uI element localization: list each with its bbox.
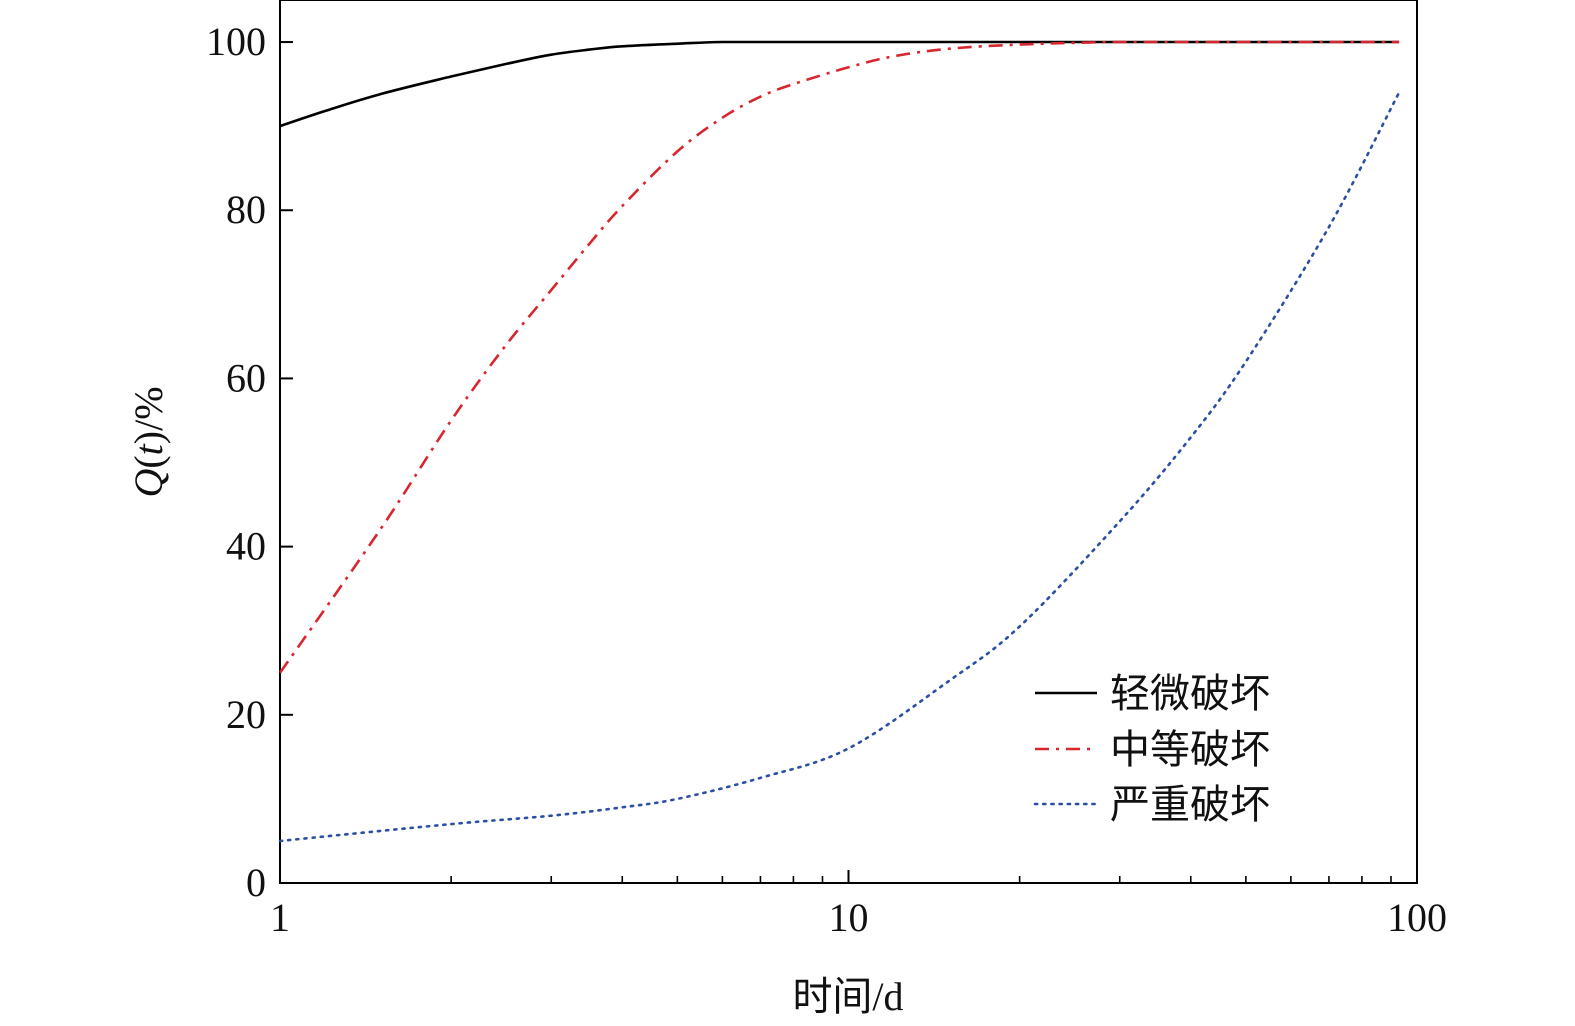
- series-line-3: [278, 91, 1401, 843]
- y-tick-label: 40: [226, 524, 266, 569]
- y-tick-label: 60: [226, 355, 266, 400]
- x-tick-label: 10: [829, 895, 869, 940]
- legend-label-3: 严重破坏: [1110, 782, 1270, 828]
- y-axis-label: Q(t)/%: [126, 386, 171, 497]
- legend-label-2: 中等破坏: [1110, 727, 1270, 773]
- series-line-2: [278, 40, 1400, 674]
- x-axis-label: 时间/d: [792, 974, 903, 1019]
- x-tick-label: 100: [1387, 895, 1447, 940]
- x-tick-label: 1: [270, 895, 290, 940]
- y-tick-label: 20: [226, 692, 266, 737]
- y-tick-label: 80: [226, 187, 266, 232]
- y-tick-label: 100: [206, 19, 266, 64]
- ticks-layer: 0 20 40 60 80 100 1 10 100: [206, 19, 1447, 940]
- legend-label-1: 轻微破坏: [1110, 671, 1270, 717]
- series-layer: [278, 40, 1401, 843]
- y-tick-label: 0: [246, 860, 266, 905]
- series-line-1: [279, 40, 1400, 128]
